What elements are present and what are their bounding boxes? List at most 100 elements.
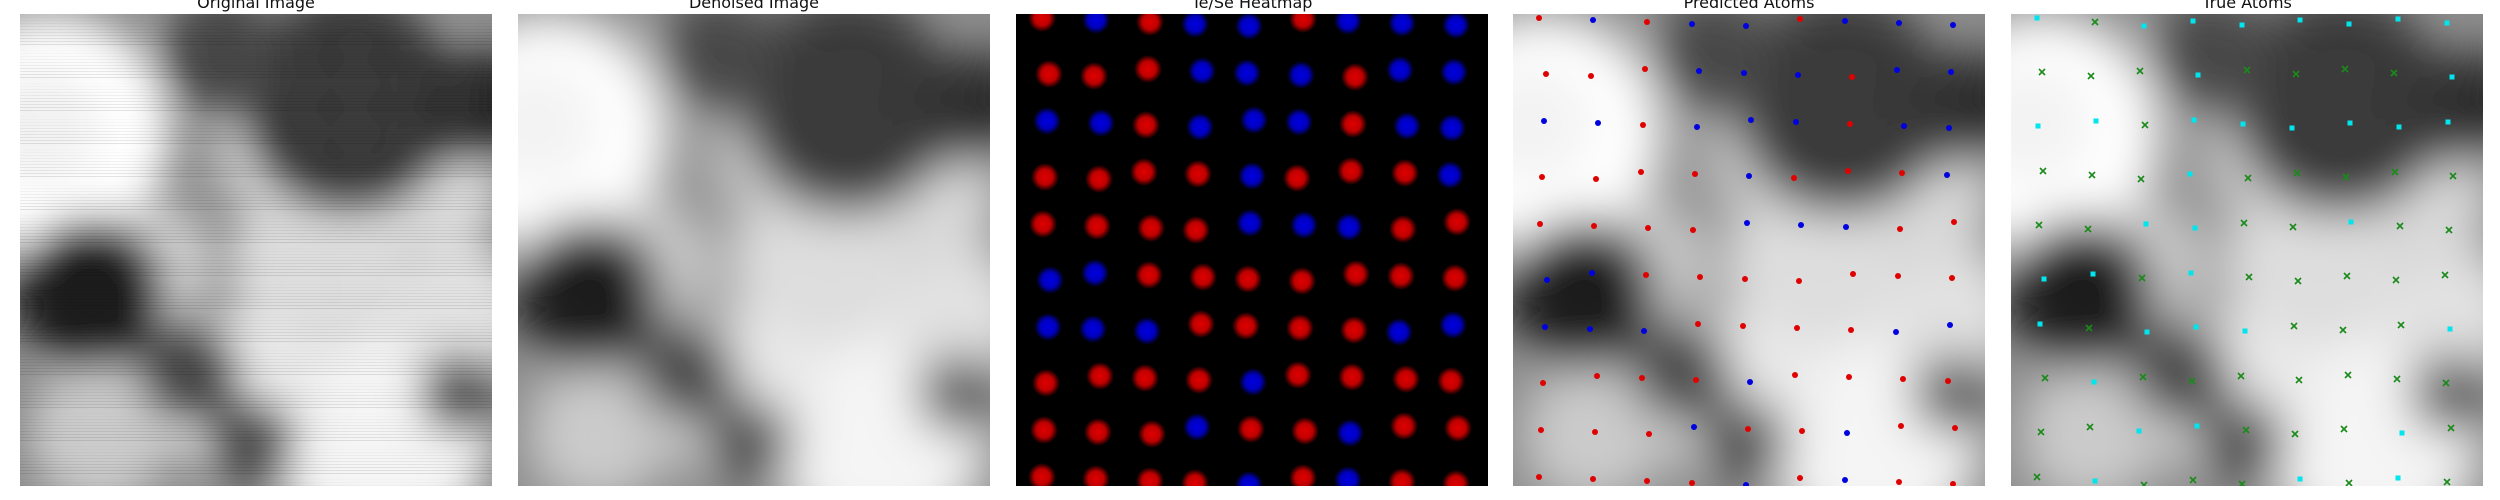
true-cyan-atom xyxy=(2298,477,2303,482)
heatmap-te-spot xyxy=(1085,165,1113,193)
predicted-te-atom xyxy=(1895,273,1901,279)
predicted-te-atom xyxy=(1797,16,1803,22)
predicted-te-atom xyxy=(1900,376,1906,382)
heatmap-te-spot xyxy=(1029,210,1057,238)
heatmap-te-spot xyxy=(1185,366,1213,394)
predicted-se-atom xyxy=(1947,322,1953,328)
true-cyan-atom xyxy=(2137,429,2142,434)
heatmap-te-spot xyxy=(1084,418,1112,446)
predicted-te-atom xyxy=(1692,171,1698,177)
true-cyan-atom xyxy=(2397,125,2402,130)
heatmap-te-spot xyxy=(1237,415,1265,443)
predicted-te-atom xyxy=(1740,323,1746,329)
predicted-te-atom xyxy=(1690,227,1696,233)
true-cyan-atom xyxy=(2142,24,2147,29)
heatmap-te-spot xyxy=(1032,369,1060,397)
predicted-te-atom xyxy=(1695,321,1701,327)
true-cyan-atom xyxy=(2348,121,2353,126)
heatmap-se-spot xyxy=(1336,419,1364,447)
predicted-se-atom xyxy=(1694,124,1700,130)
heatmap-te-spot xyxy=(1031,163,1059,191)
heatmap-te-spot xyxy=(1130,158,1158,186)
predicted-te-atom xyxy=(1898,423,1904,429)
denoised-image-canvas xyxy=(518,14,990,486)
predicted-te-atom xyxy=(1593,176,1599,182)
true-cyan-atom xyxy=(2194,325,2199,330)
predicted-se-atom xyxy=(1542,324,1548,330)
true-cyan-atom xyxy=(2298,18,2303,23)
true-atoms-canvas xyxy=(2011,14,2483,486)
panel-predicted: Predicted Atoms xyxy=(1513,0,1985,500)
true-cyan-atom xyxy=(2038,322,2043,327)
predicted-atoms-canvas xyxy=(1513,14,1985,486)
true-cyan-atom xyxy=(2445,21,2450,26)
predicted-te-atom xyxy=(1538,427,1544,433)
heatmap-se-spot xyxy=(1233,59,1261,87)
heatmap-te-spot xyxy=(1080,62,1108,90)
heatmap-te-spot xyxy=(1444,414,1472,442)
predicted-se-atom xyxy=(1901,123,1907,129)
denoised-image xyxy=(518,14,990,486)
heatmap-te-spot xyxy=(1134,55,1162,83)
heatmap-se-spot xyxy=(1439,311,1467,339)
heatmap-se-spot xyxy=(1186,113,1214,141)
predicted-se-atom xyxy=(1746,173,1752,179)
panel-true: True Atoms xyxy=(2011,0,2483,500)
heatmap-te-spot xyxy=(1443,208,1471,236)
heatmap-te-spot xyxy=(1341,63,1369,91)
heatmap-image xyxy=(1016,14,1488,486)
predicted-te-atom xyxy=(1745,426,1751,432)
predicted-te-atom xyxy=(1791,175,1797,181)
predicted-te-atom xyxy=(1896,479,1902,485)
predicted-te-atom xyxy=(1797,475,1803,481)
predicted-se-atom xyxy=(1944,172,1950,178)
heatmap-se-spot xyxy=(1036,266,1064,294)
predicted-se-atom xyxy=(1747,379,1753,385)
heatmap-se-spot xyxy=(1239,368,1267,396)
true-cyan-atom xyxy=(2400,431,2405,436)
heatmap-te-spot xyxy=(1189,263,1217,291)
true-cyan-atom xyxy=(2240,23,2245,28)
heatmap-te-spot xyxy=(1086,362,1114,390)
predicted-te-atom xyxy=(1799,428,1805,434)
heatmap-se-spot xyxy=(1393,112,1421,140)
heatmap-te-spot xyxy=(1387,262,1415,290)
predicted-te-atom xyxy=(1848,327,1854,333)
predicted-te-atom xyxy=(1646,431,1652,437)
predicted-se-atom xyxy=(1743,23,1749,29)
heatmap-se-spot xyxy=(1436,161,1464,189)
predicted-se-atom xyxy=(1689,21,1695,27)
predicted-se-atom xyxy=(1844,430,1850,436)
heatmap-te-spot xyxy=(1392,365,1420,393)
heatmap-se-spot xyxy=(1087,109,1115,137)
true-cyan-atom xyxy=(2189,271,2194,276)
heatmap-te-spot xyxy=(1131,364,1159,392)
true-cyan-atom xyxy=(2036,124,2041,129)
true-cyan-atom xyxy=(2091,272,2096,277)
true-cyan-atom xyxy=(2092,380,2097,385)
predicted-te-atom xyxy=(1846,374,1852,380)
predicted-se-atom xyxy=(1842,18,1848,24)
predicted-se-atom xyxy=(1793,119,1799,125)
predicted-te-atom xyxy=(1539,174,1545,180)
panel-title-true: True Atoms xyxy=(2011,0,2483,10)
panel-title-predicted: Predicted Atoms xyxy=(1513,0,1985,10)
predicted-te-atom xyxy=(1588,73,1594,79)
predicted-se-atom xyxy=(1842,477,1848,483)
heatmap-se-spot xyxy=(1033,107,1061,135)
heatmap-se-spot xyxy=(1386,56,1414,84)
heatmap-te-spot xyxy=(1132,111,1160,139)
predicted-te-atom xyxy=(1638,169,1644,175)
heatmap-te-spot xyxy=(1283,164,1311,192)
true-cyan-atom xyxy=(2290,126,2295,131)
panel-heatmap: Te/Se Heatmap xyxy=(1016,0,1488,500)
predicted-te-atom xyxy=(1897,226,1903,232)
true-atoms-image xyxy=(2011,14,2483,486)
true-cyan-atom xyxy=(2446,120,2451,125)
predicted-te-atom xyxy=(1640,122,1646,128)
original-image xyxy=(20,14,492,486)
predicted-se-atom xyxy=(1544,277,1550,283)
predicted-te-atom xyxy=(1951,219,1957,225)
heatmap-se-spot xyxy=(1188,57,1216,85)
heatmap-se-spot xyxy=(1236,209,1264,237)
